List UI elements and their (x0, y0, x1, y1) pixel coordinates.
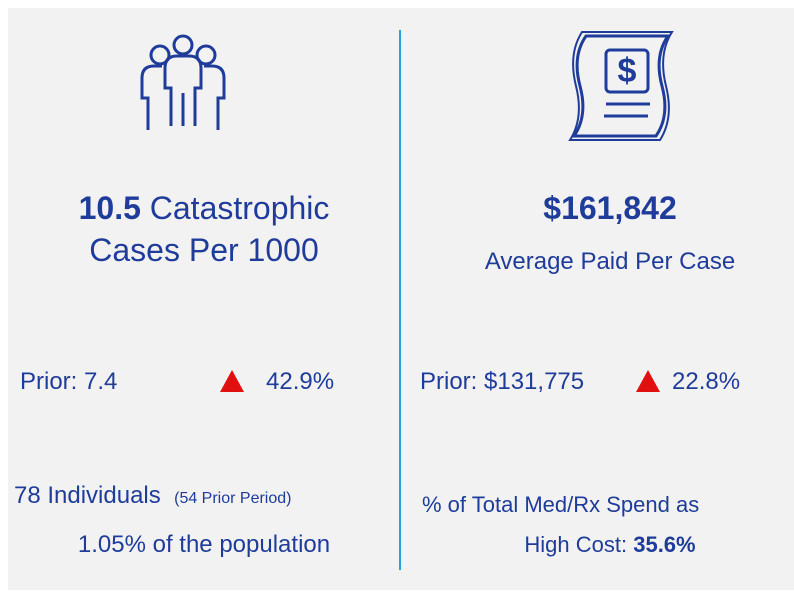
people-icon (140, 34, 226, 130)
dollar-glyph: $ (618, 52, 637, 90)
graphics: $ (140, 30, 674, 570)
change: 22.8% (672, 368, 741, 395)
spend-label: High Cost: (524, 532, 628, 557)
left-headline: 10.5 Catastrophic (8, 190, 400, 227)
spend-line: % of Total Med/Rx Spend as (422, 492, 700, 517)
individuals-line: 78 Individuals (54 Prior Period) (14, 482, 291, 510)
headline-value: $161,842 (543, 190, 677, 226)
headline-text: Catastrophic (149, 190, 330, 226)
prior: Prior: 7.4 (20, 368, 118, 395)
individuals: 78 Individuals (14, 482, 161, 509)
up-triangle (636, 370, 660, 392)
receipt-icon (568, 31, 674, 141)
panel: $ 10.5 Catastrophic Cases Per 1000 Prior… (8, 8, 794, 590)
prior-period: (54 Prior Period) (174, 490, 292, 507)
change: 42.9% (266, 368, 335, 395)
headline-value: 10.5 (78, 190, 141, 226)
prior: Prior: $131,775 (420, 368, 585, 395)
spend-value-line: High Cost: 35.6% (408, 532, 794, 558)
up-triangle (220, 370, 244, 392)
headline-text: Average Paid Per Case (484, 248, 736, 275)
headline-line2: Cases Per 1000 (89, 232, 319, 268)
spend-value: 35.6% (633, 532, 696, 557)
population: 1.05% of the population (77, 531, 331, 558)
